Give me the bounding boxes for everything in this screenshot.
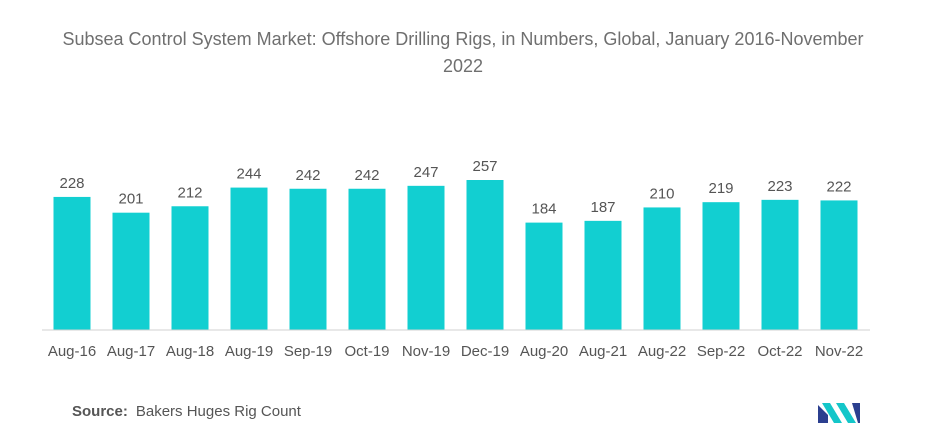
value-label-oct-19: 242 <box>354 167 379 184</box>
x-tick-label-aug-20: Aug-20 <box>520 343 568 360</box>
x-tick-label-aug-21: Aug-21 <box>579 343 627 360</box>
x-tick-label-sep-22: Sep-22 <box>697 343 745 360</box>
x-tick-label-aug-16: Aug-16 <box>48 343 96 360</box>
x-tick-labels-group: Aug-16 Aug-17 Aug-18 Aug-19 Sep-19 Oct-19 Nov-… <box>48 343 863 360</box>
x-tick-label-oct-22: Oct-22 <box>757 343 802 360</box>
value-labels-group: 228 201 212 244 242 242 247 257 184 187 210 219 223 2… <box>59 158 851 218</box>
bar-aug-17 <box>112 212 150 330</box>
value-label-aug-16: 228 <box>59 175 84 192</box>
value-label-aug-19: 244 <box>236 166 261 183</box>
value-label-oct-22: 223 <box>767 178 792 195</box>
value-label-aug-22: 210 <box>649 185 674 202</box>
value-label-nov-19: 247 <box>413 164 438 181</box>
bar-aug-21 <box>584 220 622 330</box>
bar-nov-19 <box>407 185 445 330</box>
bar-aug-22 <box>643 207 681 330</box>
bar-aug-16 <box>53 196 91 330</box>
bar-nov-22 <box>820 200 858 330</box>
value-label-aug-20: 184 <box>531 201 556 218</box>
x-tick-label-aug-17: Aug-17 <box>107 343 155 360</box>
source-note: Source: Bakers Huges Rig Count <box>72 403 301 420</box>
value-label-aug-21: 187 <box>590 199 615 216</box>
bar-sep-19 <box>289 188 327 330</box>
value-label-aug-17: 201 <box>118 191 143 208</box>
x-tick-label-oct-19: Oct-19 <box>344 343 389 360</box>
source-text: Bakers Huges Rig Count <box>135 403 301 420</box>
x-tick-label-nov-22: Nov-22 <box>815 343 863 360</box>
bars-group <box>53 180 858 330</box>
x-tick-label-aug-22: Aug-22 <box>638 343 686 360</box>
source-label: Source: <box>72 403 128 420</box>
mordor-intelligence-logo-icon <box>818 403 860 423</box>
value-label-sep-22: 219 <box>708 180 733 197</box>
x-tick-label-nov-19: Nov-19 <box>402 343 450 360</box>
x-tick-label-aug-18: Aug-18 <box>166 343 214 360</box>
x-tick-label-dec-19: Dec-19 <box>461 343 509 360</box>
x-tick-label-aug-19: Aug-19 <box>225 343 273 360</box>
value-label-aug-18: 212 <box>177 184 202 201</box>
bar-aug-18 <box>171 206 209 330</box>
x-tick-label-sep-19: Sep-19 <box>284 343 332 360</box>
value-label-dec-19: 257 <box>472 158 497 175</box>
value-label-sep-19: 242 <box>295 167 320 184</box>
chart-title: Subsea Control System Market: Offshore D… <box>62 29 864 76</box>
bar-oct-22 <box>761 199 799 330</box>
value-label-nov-22: 222 <box>826 178 851 195</box>
bar-dec-19 <box>466 180 504 330</box>
bar-oct-19 <box>348 188 386 330</box>
bar-sep-22 <box>702 202 740 330</box>
bar-aug-20 <box>525 222 563 330</box>
bar-aug-19 <box>230 187 268 330</box>
